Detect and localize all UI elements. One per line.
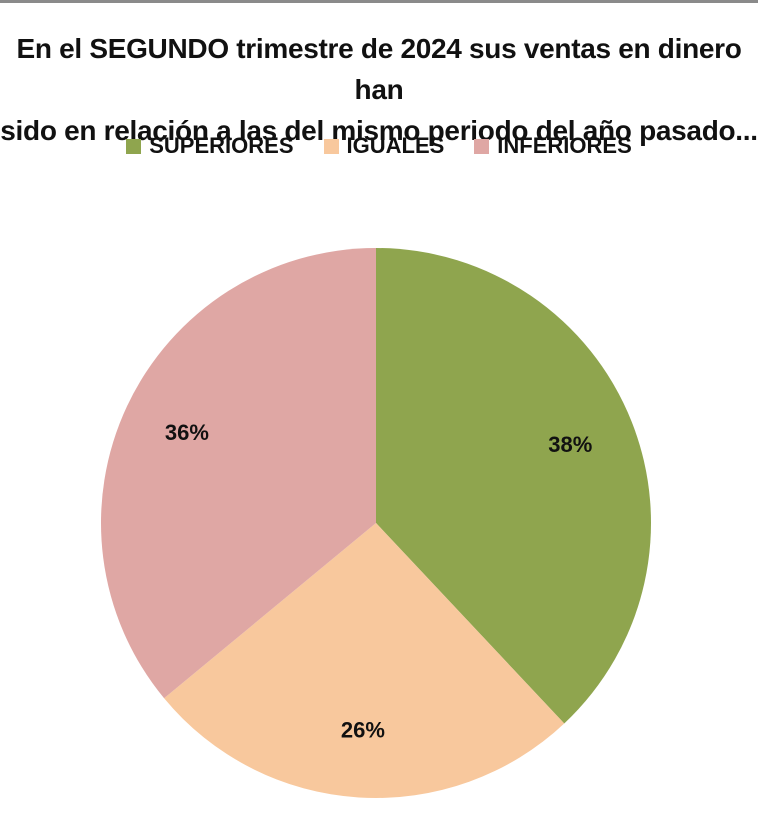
- data-label-iguales: 26%: [341, 717, 385, 742]
- legend-swatch-iguales: [323, 138, 339, 154]
- pie-slice-inferiores: [101, 248, 376, 699]
- legend-swatch-superiores: [126, 138, 142, 154]
- legend-item-inferiores: INFERIORES: [474, 133, 632, 159]
- legend-label-inferiores: INFERIORES: [497, 133, 632, 158]
- pie-slice-superiores: [376, 248, 651, 724]
- data-label-inferiores: 36%: [165, 420, 209, 445]
- legend-label-superiores: SUPERIORES: [149, 133, 294, 158]
- data-label-superiores: 38%: [548, 432, 592, 457]
- legend-label-iguales: IGUALES: [346, 133, 445, 158]
- pie-slice-iguales: [164, 523, 565, 798]
- chart-title-line-1: En el SEGUNDO trimestre de 2024 sus vent…: [16, 33, 742, 105]
- legend-swatch-inferiores: [474, 138, 490, 154]
- chart-title: En el SEGUNDO trimestre de 2024 sus vent…: [0, 28, 758, 151]
- legend-item-superiores: SUPERIORES: [126, 133, 294, 159]
- legend-item-iguales: IGUALES: [323, 133, 445, 159]
- legend: SUPERIORES IGUALES INFERIORES: [0, 133, 758, 159]
- top-border: [0, 0, 758, 3]
